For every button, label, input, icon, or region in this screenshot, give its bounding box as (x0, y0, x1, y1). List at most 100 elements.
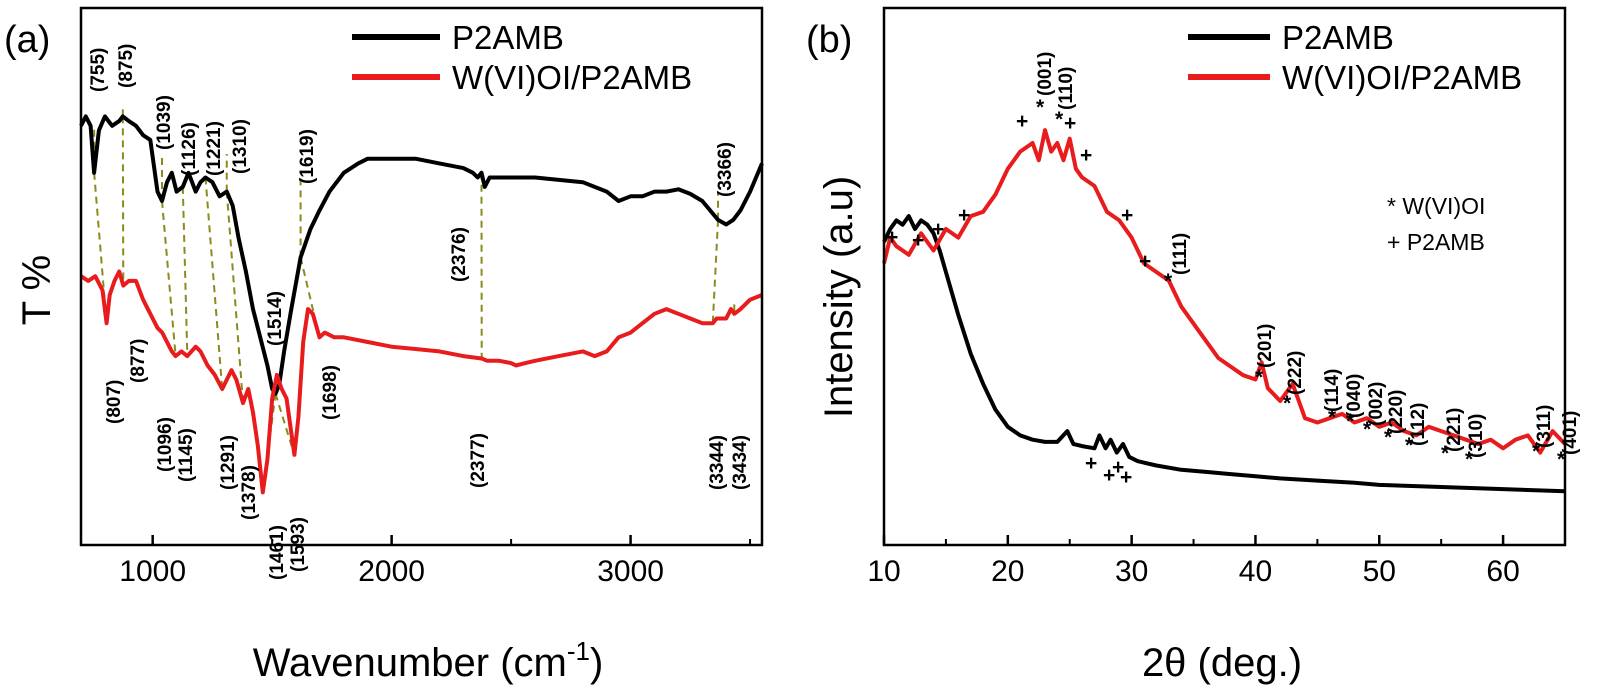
legend-a-label-composite: W(VI)OI/P2AMB (452, 59, 692, 96)
panel-a-peak-guides (93, 107, 736, 493)
panel-a-xlabel-sup: -1 (567, 636, 590, 666)
peak-label-1619: (1619) (297, 129, 318, 184)
marker-star: * (1255, 366, 1264, 389)
marker-star: * (1346, 410, 1355, 433)
marker-star: * (1055, 108, 1064, 131)
peak-label-1378: (1378) (239, 465, 260, 520)
marker-plus: + (912, 229, 924, 252)
marker-star: * (1164, 270, 1173, 293)
refl-310: (310) (1466, 414, 1487, 458)
peak-guide-line (204, 177, 224, 390)
refl-112: (112) (1408, 403, 1429, 446)
legend-b-label-composite: W(VI)OI/P2AMB (1282, 59, 1522, 96)
peak-label-2376: (2376) (449, 227, 470, 282)
marker-plus: + (1139, 250, 1151, 273)
marker-star: * (1441, 442, 1450, 465)
annotation-woi: * W(VI)OI (1387, 193, 1485, 219)
panel-b-series-p2amb-line (882, 214, 1566, 494)
panel-b-plot-frame (882, 6, 1567, 547)
panel-b-xtick-label: 30 (1115, 555, 1148, 588)
panel-a-axes: 1000 2000 3000 (79, 6, 764, 588)
panel-a-plot-frame (79, 6, 764, 547)
peak-label-3344: (3344) (707, 435, 728, 490)
marker-plus: + (958, 204, 970, 227)
marker-star: * (1557, 448, 1566, 471)
peak-guide-line (181, 186, 189, 357)
panel-b: (b) Intensity (a.u) 2θ (deg.) (001) (110… (806, 6, 1581, 685)
panel-b-series-composite-line (882, 128, 1567, 455)
peak-label-1145: (1145) (176, 428, 197, 482)
peak-label-807: (807) (104, 380, 125, 424)
refl-111: (111) (1170, 233, 1191, 275)
marker-star: * (1328, 406, 1337, 429)
panel-b-xtick-label: 20 (991, 555, 1024, 588)
panel-a-xlabel-main: Wavenumber (cm (253, 641, 567, 685)
panel-a-xtick-label: 1000 (119, 555, 186, 588)
panel-b-ylabel: Intensity (a.u) (817, 176, 861, 418)
refl-001: (001) (1035, 52, 1056, 96)
marker-plus: + (1085, 452, 1097, 475)
marker-star: * (1036, 96, 1045, 119)
peak-label-755: (755) (88, 48, 109, 92)
panel-b-legend: P2AMB W(VI)OI/P2AMB (1188, 19, 1522, 96)
panel-b-xtick-label: 10 (867, 555, 900, 588)
marker-plus: + (1112, 456, 1124, 479)
panel-a-xtick-label: 2000 (358, 555, 425, 588)
panel-a: (a) T % Wavenumber (cm-1) (755) (875) (1… (4, 6, 764, 685)
marker-star: * (1465, 448, 1474, 471)
peak-label-2377: (2377) (468, 433, 489, 488)
panel-b-phase-markers: * * * * * * * * * * * * * * + + + + + + … (886, 96, 1566, 489)
refl-220: (220) (1386, 390, 1407, 434)
peak-label-1698: (1698) (320, 365, 341, 420)
peak-label-1514: (1514) (265, 291, 286, 346)
refl-222: (222) (1285, 351, 1306, 395)
marker-plus: + (1016, 110, 1028, 133)
panel-b-xlabel: 2θ (deg.) (1142, 641, 1302, 685)
panel-b-xtick-label: 50 (1363, 555, 1396, 588)
panel-a-label: (a) (4, 19, 50, 61)
marker-plus: + (1103, 464, 1115, 487)
marker-plus: + (932, 218, 944, 241)
marker-plus: + (1080, 144, 1092, 167)
panel-b-axes: 10 20 30 40 50 60 (867, 6, 1567, 588)
peak-label-1461: (1461) (267, 525, 288, 580)
marker-plus: + (1120, 466, 1132, 489)
legend-a-label-p2amb: P2AMB (452, 19, 564, 56)
panel-a-xlabel-close: ) (590, 641, 603, 685)
marker-plus: + (886, 226, 898, 249)
refl-110: (110) (1056, 67, 1077, 110)
panel-a-series-composite-line (79, 269, 763, 495)
marker-plus: + (1064, 112, 1076, 135)
marker-star: * (1363, 418, 1372, 441)
panel-a-series-p2amb-line (79, 114, 764, 396)
panel-b-reflection-labels: (001) (110) (111) (201) (222) (114) (040… (1035, 52, 1581, 458)
refl-040: (040) (1344, 374, 1365, 418)
peak-label-1310: (1310) (230, 119, 251, 174)
panel-a-ylabel: T % (15, 255, 59, 325)
refl-114: (114) (1322, 369, 1343, 412)
refl-221: (221) (1444, 408, 1465, 452)
peak-guide-line (299, 257, 321, 338)
panel-b-label: (b) (806, 19, 852, 61)
legend-b-label-p2amb: P2AMB (1282, 19, 1394, 56)
peak-label-1291: (1291) (218, 435, 239, 490)
peak-label-1039: (1039) (154, 95, 175, 150)
peak-label-1096: (1096) (155, 417, 176, 472)
marker-star: * (1532, 440, 1541, 463)
panel-b-xtick-label: 60 (1486, 555, 1519, 588)
panel-b-xtick-label: 40 (1239, 555, 1272, 588)
refl-201: (201) (1255, 324, 1276, 368)
marker-star: * (1384, 426, 1393, 449)
peak-label-3366: (3366) (715, 142, 736, 197)
peak-label-875: (875) (116, 44, 137, 88)
peak-label-1221: (1221) (204, 121, 225, 176)
peak-label-877: (877) (128, 339, 149, 383)
panel-a-xtick-label: 3000 (597, 555, 664, 588)
refl-002: (002) (1366, 382, 1387, 426)
marker-plus: + (1121, 204, 1133, 227)
marker-star: * (1405, 434, 1414, 457)
peak-label-3434: (3434) (730, 435, 751, 490)
panel-a-legend: P2AMB W(VI)OI/P2AMB (352, 19, 692, 96)
marker-star: * (1283, 392, 1292, 415)
